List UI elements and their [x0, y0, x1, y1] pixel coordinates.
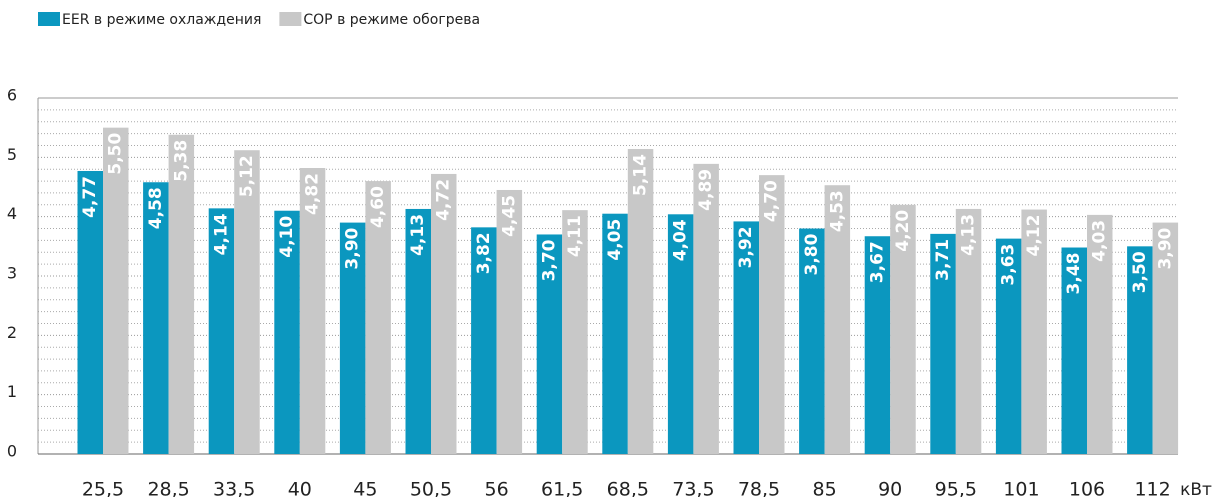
bar [890, 204, 916, 454]
bar [759, 175, 785, 454]
x-tick-label: 68,5 [607, 479, 649, 497]
y-tick-label: 1 [7, 382, 17, 401]
bar [955, 208, 982, 454]
x-tick-label: 61,5 [541, 479, 583, 497]
value-label: 4,53 [827, 190, 847, 232]
x-tick-label: 106 [1069, 479, 1105, 497]
value-label: 4,45 [499, 195, 519, 237]
value-label: 3,82 [474, 232, 494, 274]
value-label: 4,13 [959, 214, 979, 256]
bar [1087, 214, 1113, 454]
value-label: 4,13 [408, 214, 428, 256]
x-tick-label: 95,5 [935, 479, 977, 497]
legend-swatch [279, 12, 302, 26]
value-label: 3,92 [736, 226, 756, 268]
value-label: 3,80 [802, 233, 822, 275]
value-label: 3,71 [933, 239, 953, 281]
y-tick-label: 0 [7, 442, 17, 461]
bar [103, 127, 129, 455]
bar [1061, 247, 1087, 454]
value-label: 3,70 [539, 239, 559, 281]
bar [667, 214, 694, 454]
legend-label: EER в режиме охлаждения [62, 12, 261, 28]
value-label: 4,03 [1090, 220, 1110, 262]
x-tick-label: 112 [1134, 479, 1170, 497]
bar [536, 234, 563, 454]
bar [930, 233, 956, 454]
x-tick-label: 28,5 [147, 479, 189, 497]
x-tick-label: 56 [485, 479, 509, 497]
y-tick-label: 5 [7, 145, 17, 164]
value-label: 5,12 [237, 155, 257, 197]
x-tick-label: 40 [288, 479, 312, 497]
value-label: 4,11 [565, 215, 585, 257]
value-label: 3,50 [1130, 251, 1150, 293]
bar [168, 134, 195, 454]
x-tick-label: 33,5 [213, 479, 255, 497]
bar [824, 185, 851, 454]
bar [77, 170, 103, 455]
x-tick-label: 25,5 [82, 479, 124, 497]
bar [1021, 209, 1047, 454]
bar [234, 150, 260, 455]
value-label: 4,77 [80, 176, 100, 218]
value-label: 3,67 [867, 241, 887, 283]
legend-label: COP в режиме обогрева [303, 12, 480, 28]
x-tick-label: 85 [813, 479, 837, 497]
value-label: 3,48 [1064, 253, 1084, 295]
bar [995, 238, 1022, 454]
x-tick-label: 50,5 [410, 479, 452, 497]
value-label: 4,70 [762, 180, 782, 222]
bar [299, 168, 326, 454]
bar [431, 173, 457, 455]
value-label: 5,14 [631, 154, 651, 196]
x-axis-label: кВт [1180, 480, 1212, 497]
bar [1127, 246, 1153, 454]
x-tick-label: 90 [878, 479, 902, 497]
bar [208, 208, 235, 454]
value-label: 4,12 [1024, 215, 1044, 257]
y-tick-label: 2 [7, 323, 17, 342]
value-label: 4,10 [277, 216, 297, 258]
bar [864, 236, 891, 454]
bar [405, 208, 431, 454]
x-tick-label: 78,5 [738, 479, 780, 497]
legend-swatch [38, 12, 60, 26]
value-label: 3,63 [999, 244, 1019, 286]
bar [143, 182, 169, 454]
y-tick-label: 3 [7, 264, 17, 283]
x-tick-label: 45 [353, 479, 377, 497]
bar [799, 228, 825, 454]
bar [365, 181, 391, 455]
x-tick-label: 101 [1003, 479, 1039, 497]
y-tick-label: 4 [7, 204, 17, 223]
bar [339, 222, 366, 454]
value-label: 5,38 [171, 140, 191, 182]
x-tick-label: 73,5 [672, 479, 714, 497]
bar [627, 149, 654, 454]
bar [274, 210, 300, 454]
bar [471, 227, 497, 454]
value-label: 3,90 [1155, 227, 1175, 269]
bar [693, 163, 719, 455]
bar [733, 221, 759, 454]
value-label: 4,58 [146, 187, 166, 229]
value-label: 3,90 [343, 227, 363, 269]
bar [602, 213, 628, 454]
value-label: 5,50 [106, 133, 126, 175]
value-label: 4,60 [368, 186, 388, 228]
value-label: 4,20 [893, 210, 913, 252]
bar [496, 189, 523, 454]
bar [1152, 222, 1179, 454]
value-label: 4,82 [303, 173, 323, 215]
bar [562, 210, 588, 454]
y-tick-label: 6 [7, 86, 17, 105]
value-label: 4,72 [434, 179, 454, 221]
value-label: 4,05 [605, 219, 625, 261]
value-label: 4,04 [671, 219, 691, 261]
value-label: 4,14 [211, 213, 231, 255]
value-label: 4,89 [696, 169, 716, 211]
